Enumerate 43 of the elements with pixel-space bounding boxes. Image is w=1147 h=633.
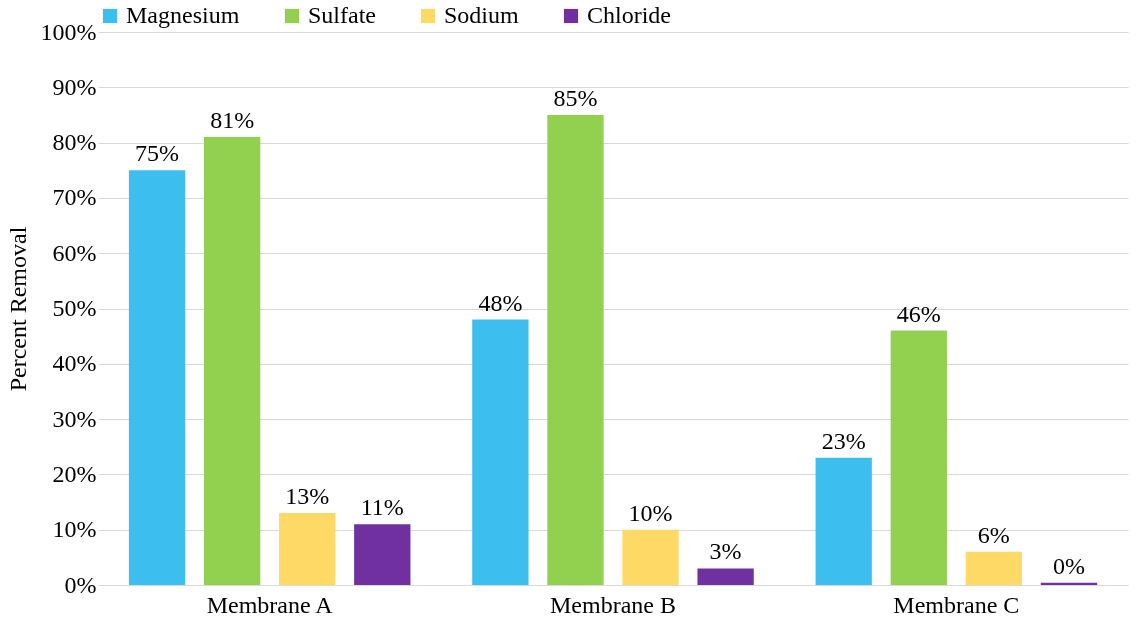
data-label: 13%	[285, 483, 330, 510]
legend-label: Chloride	[587, 2, 671, 28]
y-tick-label: 20%	[52, 460, 97, 487]
y-tick-label: 90%	[52, 73, 97, 100]
y-tick-label: 70%	[52, 184, 97, 211]
y-tick-label: 30%	[52, 405, 97, 432]
y-tick-label: 10%	[52, 516, 97, 543]
data-label: 0%	[1052, 552, 1085, 579]
bar	[354, 524, 411, 585]
data-label: 6%	[977, 521, 1010, 548]
bar	[622, 529, 679, 585]
data-label: 11%	[360, 494, 404, 521]
y-axis-title: Percent Removal	[4, 226, 31, 392]
bar	[203, 137, 261, 585]
y-tick-label: 60%	[52, 239, 97, 266]
legend-label: Sodium	[444, 2, 520, 28]
x-tick-label: Membrane B	[550, 591, 676, 618]
data-label: 81%	[210, 107, 255, 134]
y-tick-label: 0%	[64, 571, 97, 598]
data-label: 23%	[821, 427, 866, 454]
data-label: 10%	[628, 499, 673, 526]
legend-label: Sulfate	[308, 2, 376, 28]
bar	[472, 319, 529, 585]
data-label: 46%	[896, 300, 941, 327]
bar	[547, 114, 604, 585]
bar	[965, 551, 1023, 585]
bar	[1040, 582, 1098, 585]
bar	[890, 330, 947, 585]
data-label: 75%	[135, 140, 180, 167]
y-tick-label: 40%	[52, 350, 97, 377]
y-tick-label: 50%	[52, 295, 97, 321]
x-tick-label: Membrane A	[206, 591, 334, 618]
x-tick-label: Membrane C	[893, 591, 1020, 618]
bar	[815, 457, 872, 585]
data-label: 48%	[478, 289, 523, 316]
bar	[128, 170, 186, 585]
data-label: 3%	[709, 538, 742, 565]
y-tick-label: 80%	[52, 129, 97, 156]
bar	[697, 568, 754, 585]
y-tick-label: 100%	[40, 18, 97, 45]
data-label: 85%	[553, 84, 598, 111]
bar	[279, 513, 336, 585]
legend-label: Magnesium	[126, 2, 240, 28]
